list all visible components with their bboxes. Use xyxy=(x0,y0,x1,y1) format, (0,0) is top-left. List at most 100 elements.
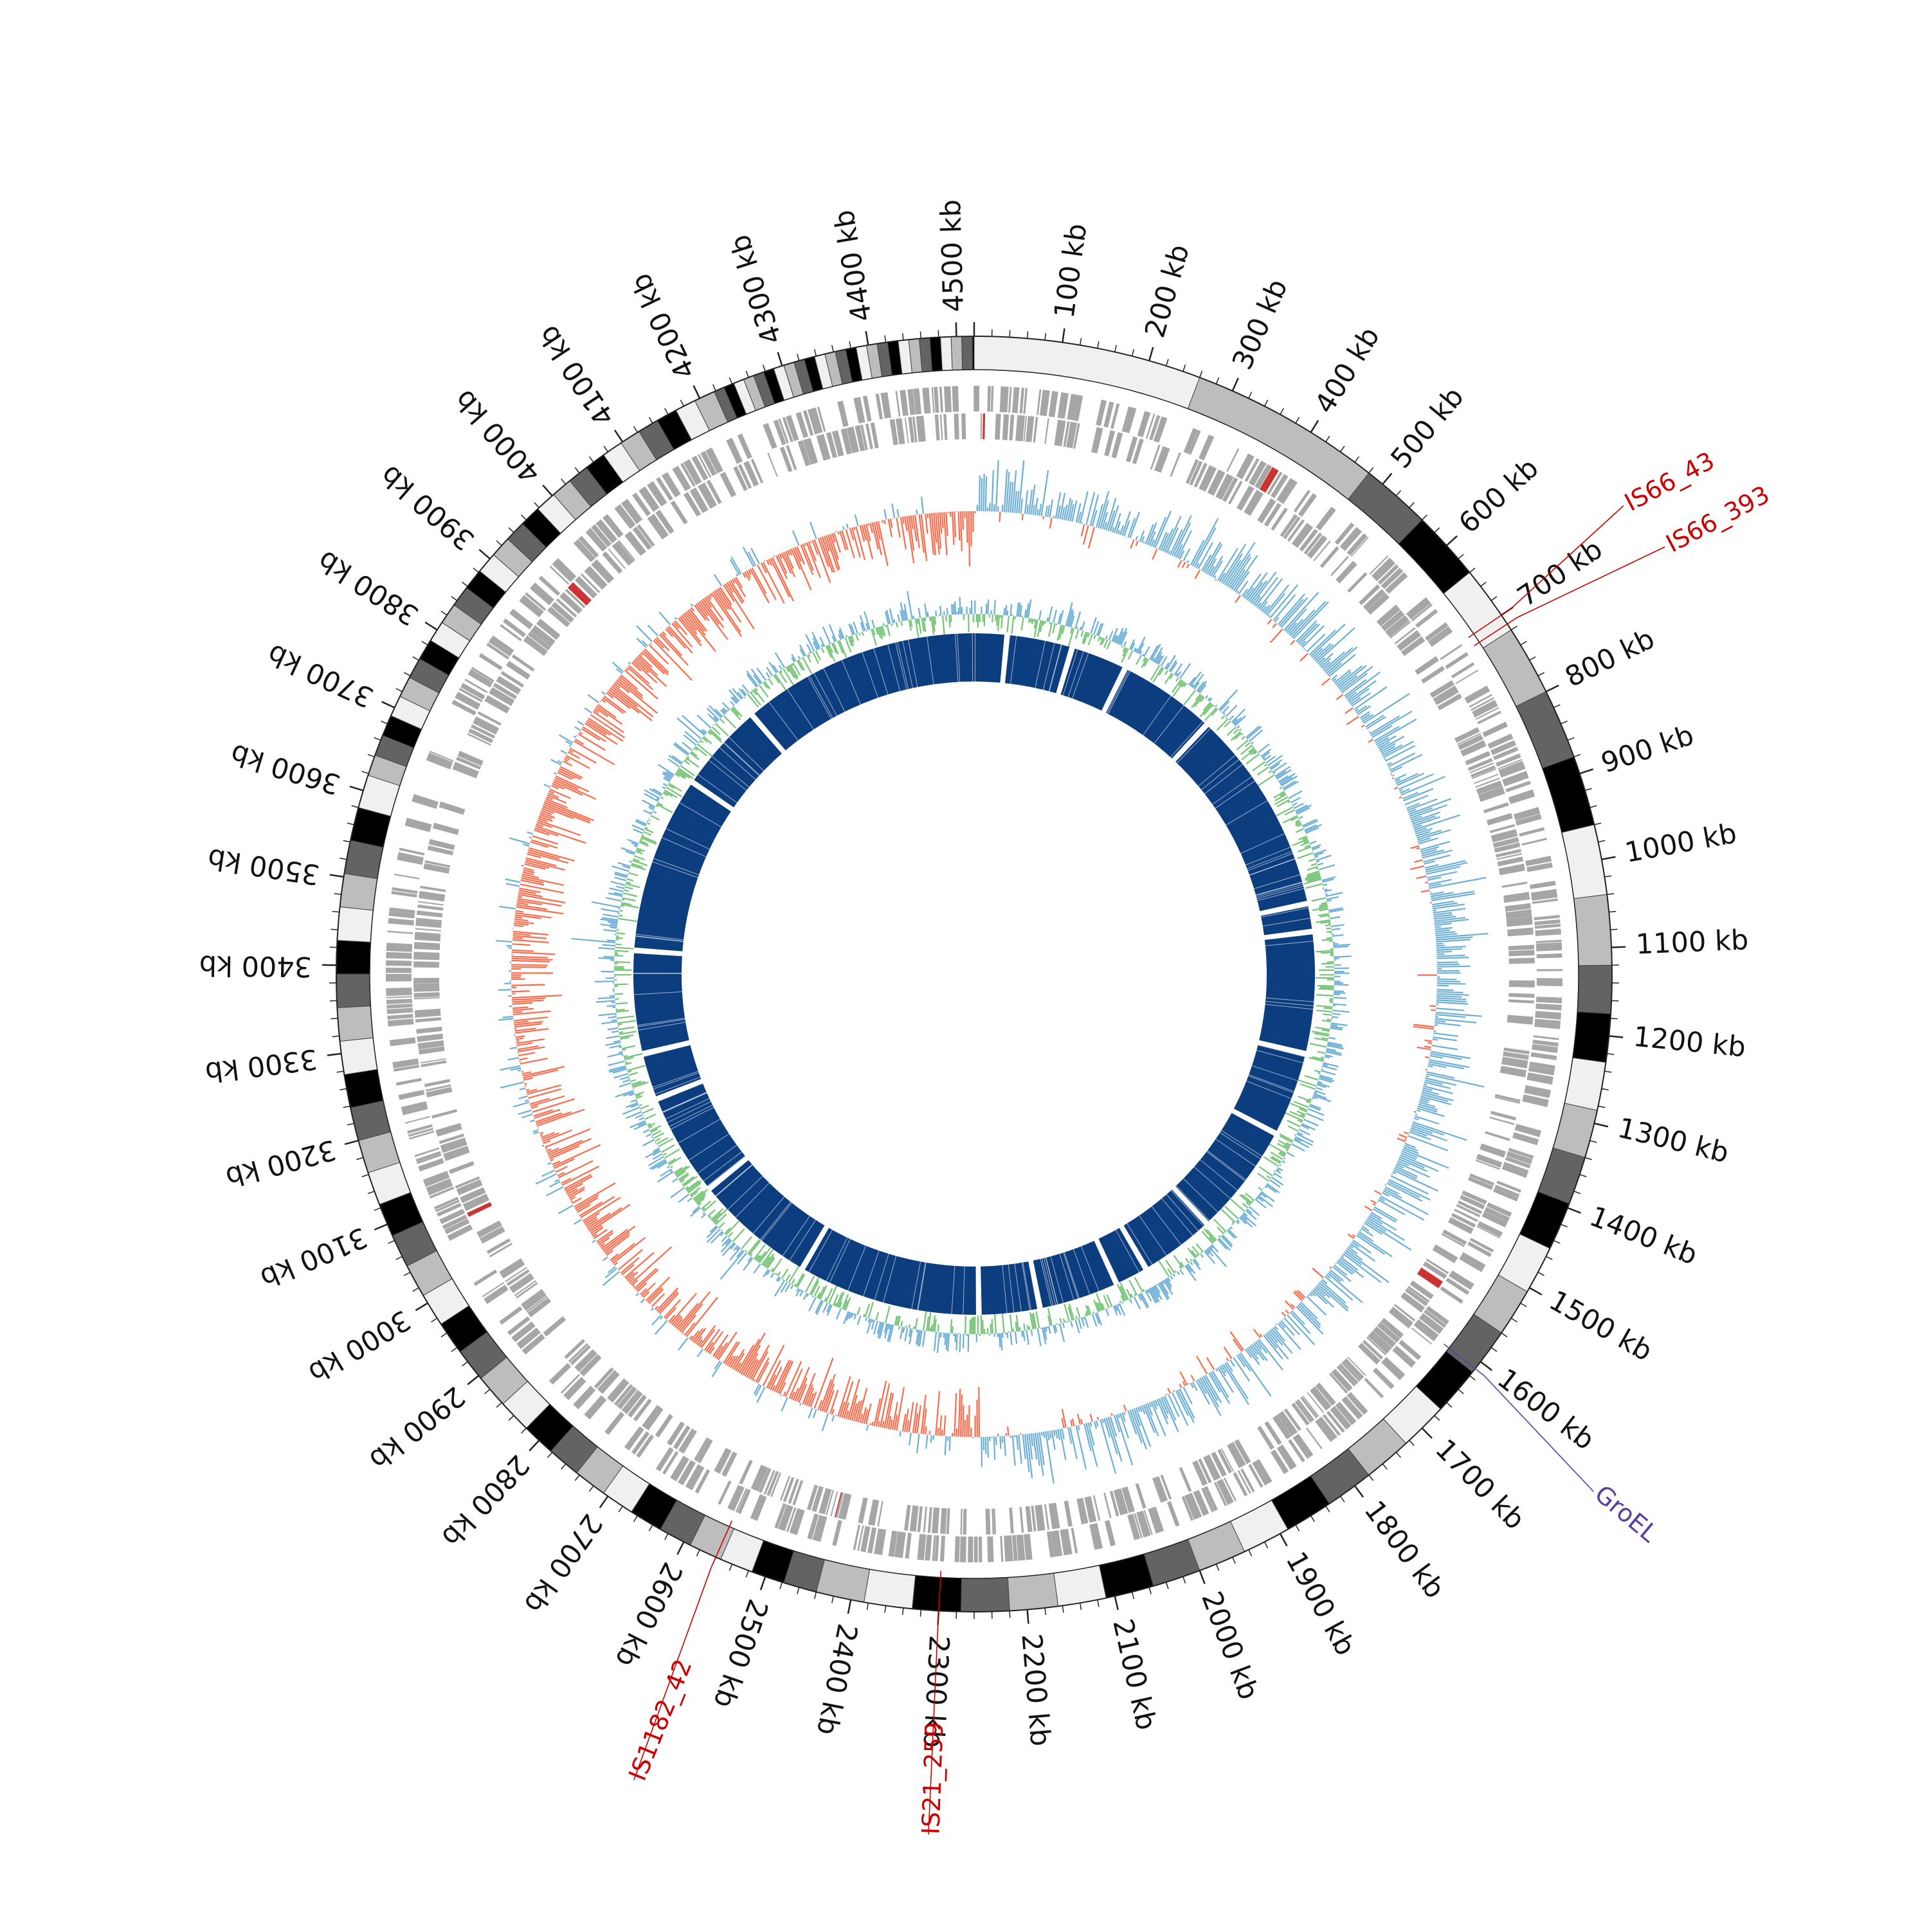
gc-skew-bar xyxy=(1308,1295,1309,1296)
gc-skew-bar xyxy=(1360,1230,1361,1231)
gc-content-bar xyxy=(1298,853,1313,858)
gc-skew-bar xyxy=(527,832,533,834)
gc-skew-bar xyxy=(917,1405,920,1434)
gc-skew-bar xyxy=(822,1413,828,1431)
gc-skew-bar xyxy=(836,1415,837,1416)
minor-tick xyxy=(1216,377,1218,384)
gc-content-bar xyxy=(1186,1258,1189,1263)
gene-block xyxy=(940,1508,947,1533)
gc-content-bar xyxy=(1218,1236,1220,1237)
major-tick xyxy=(1115,1596,1118,1610)
gc-content-bar xyxy=(1049,607,1052,622)
gc-skew-bar xyxy=(999,512,1000,522)
minor-tick xyxy=(1166,1582,1168,1589)
minor-tick xyxy=(1553,1240,1560,1243)
gc-content-bar xyxy=(965,1316,966,1334)
gc-content-bar xyxy=(1213,705,1214,707)
inner-ring-segment xyxy=(754,633,974,750)
gc-content-bar xyxy=(1098,636,1100,641)
gene-block xyxy=(396,1078,422,1086)
gc-skew-bar xyxy=(556,776,589,791)
gc-content-bar xyxy=(1305,884,1323,889)
gc-content-bar xyxy=(1065,1321,1066,1322)
gc-skew-bar xyxy=(1054,516,1055,518)
gc-content-bar xyxy=(1274,797,1288,805)
gc-skew-bar xyxy=(640,653,642,655)
gc-content-bar xyxy=(1001,1333,1002,1350)
gc-skew-bar xyxy=(1291,640,1295,645)
gc-content-bar xyxy=(651,812,652,813)
gc-skew-bar xyxy=(569,746,571,747)
karyotype-band xyxy=(344,1069,383,1108)
gc-skew-bar xyxy=(781,1398,787,1411)
gc-content-bar xyxy=(945,1333,946,1345)
gc-content-bar xyxy=(634,856,644,860)
gene-block xyxy=(1509,958,1535,964)
gc-skew-bar xyxy=(1078,1425,1080,1431)
gc-content-bar xyxy=(1064,1319,1065,1323)
gc-content-bar xyxy=(635,1115,643,1118)
gene-block xyxy=(934,387,939,413)
gc-skew-bar xyxy=(809,1408,813,1418)
major-tick xyxy=(1149,347,1153,361)
gene-block xyxy=(500,1306,523,1325)
gc-content-bar xyxy=(716,723,729,736)
tick-label: 3800 kb xyxy=(312,544,424,632)
gc-content-bar xyxy=(1227,727,1236,736)
gc-skew-bar xyxy=(511,984,545,985)
gc-skew-bar xyxy=(513,934,530,935)
gc-content-bar xyxy=(640,839,642,840)
gc-content-bar xyxy=(1298,847,1310,852)
major-tick xyxy=(1546,685,1559,692)
gene-block xyxy=(387,1008,413,1015)
tick-label: 900 kb xyxy=(1597,719,1698,780)
gc-skew-bar xyxy=(1391,774,1392,775)
gc-skew-bar xyxy=(1436,1008,1464,1010)
tick-label: 2600 kb xyxy=(608,1557,688,1672)
gene-block xyxy=(995,414,1001,440)
gc-content-bar xyxy=(1159,1283,1169,1299)
minor-tick xyxy=(1200,371,1202,377)
feature-label: IS66_43 xyxy=(1620,446,1719,517)
gene-block xyxy=(750,1494,767,1521)
gene-block xyxy=(390,1037,416,1046)
gc-content-bar xyxy=(901,1321,902,1326)
major-tick xyxy=(600,1496,608,1508)
gene-block xyxy=(1502,881,1528,888)
gc-content-bar xyxy=(1137,637,1145,653)
gene-block xyxy=(414,992,440,998)
gc-skew-bar xyxy=(1086,1423,1097,1467)
gc-skew-bar xyxy=(751,548,759,564)
gc-skew-bar xyxy=(577,721,584,725)
gc-content-bar xyxy=(733,707,742,716)
gc-content-bar xyxy=(1312,898,1327,901)
gc-skew-bar xyxy=(927,514,928,518)
gc-content-bar xyxy=(602,944,615,946)
gc-skew-bar xyxy=(1435,930,1450,932)
gc-content-bar xyxy=(1334,997,1346,998)
gc-content-bar xyxy=(615,948,634,949)
gene-block xyxy=(1179,1467,1192,1492)
gc-content-bar xyxy=(1332,1016,1338,1017)
gc-content-bar xyxy=(1245,743,1251,746)
gene-block xyxy=(415,932,441,941)
minor-tick xyxy=(1511,626,1517,630)
gc-content-bar xyxy=(910,620,912,627)
tick-label: 1500 kb xyxy=(1544,1285,1658,1368)
gene-block xyxy=(923,1507,927,1533)
gc-content-bar xyxy=(721,1251,745,1279)
gc-skew-bar xyxy=(1436,1000,1467,1002)
gene-block xyxy=(1017,1535,1026,1561)
gc-skew-bar xyxy=(630,1247,671,1284)
gc-content-bar xyxy=(619,1083,631,1087)
gc-content-bar xyxy=(900,1327,903,1339)
gc-content-bar xyxy=(719,1223,725,1229)
gc-content-bar xyxy=(1246,754,1259,764)
minor-tick xyxy=(1045,333,1046,340)
minor-tick xyxy=(1369,467,1373,473)
gc-skew-bar xyxy=(1426,863,1467,872)
gc-skew-bar xyxy=(1383,1191,1428,1214)
tick-label: 4400 kb xyxy=(828,208,878,324)
gc-skew-bar xyxy=(921,496,923,514)
